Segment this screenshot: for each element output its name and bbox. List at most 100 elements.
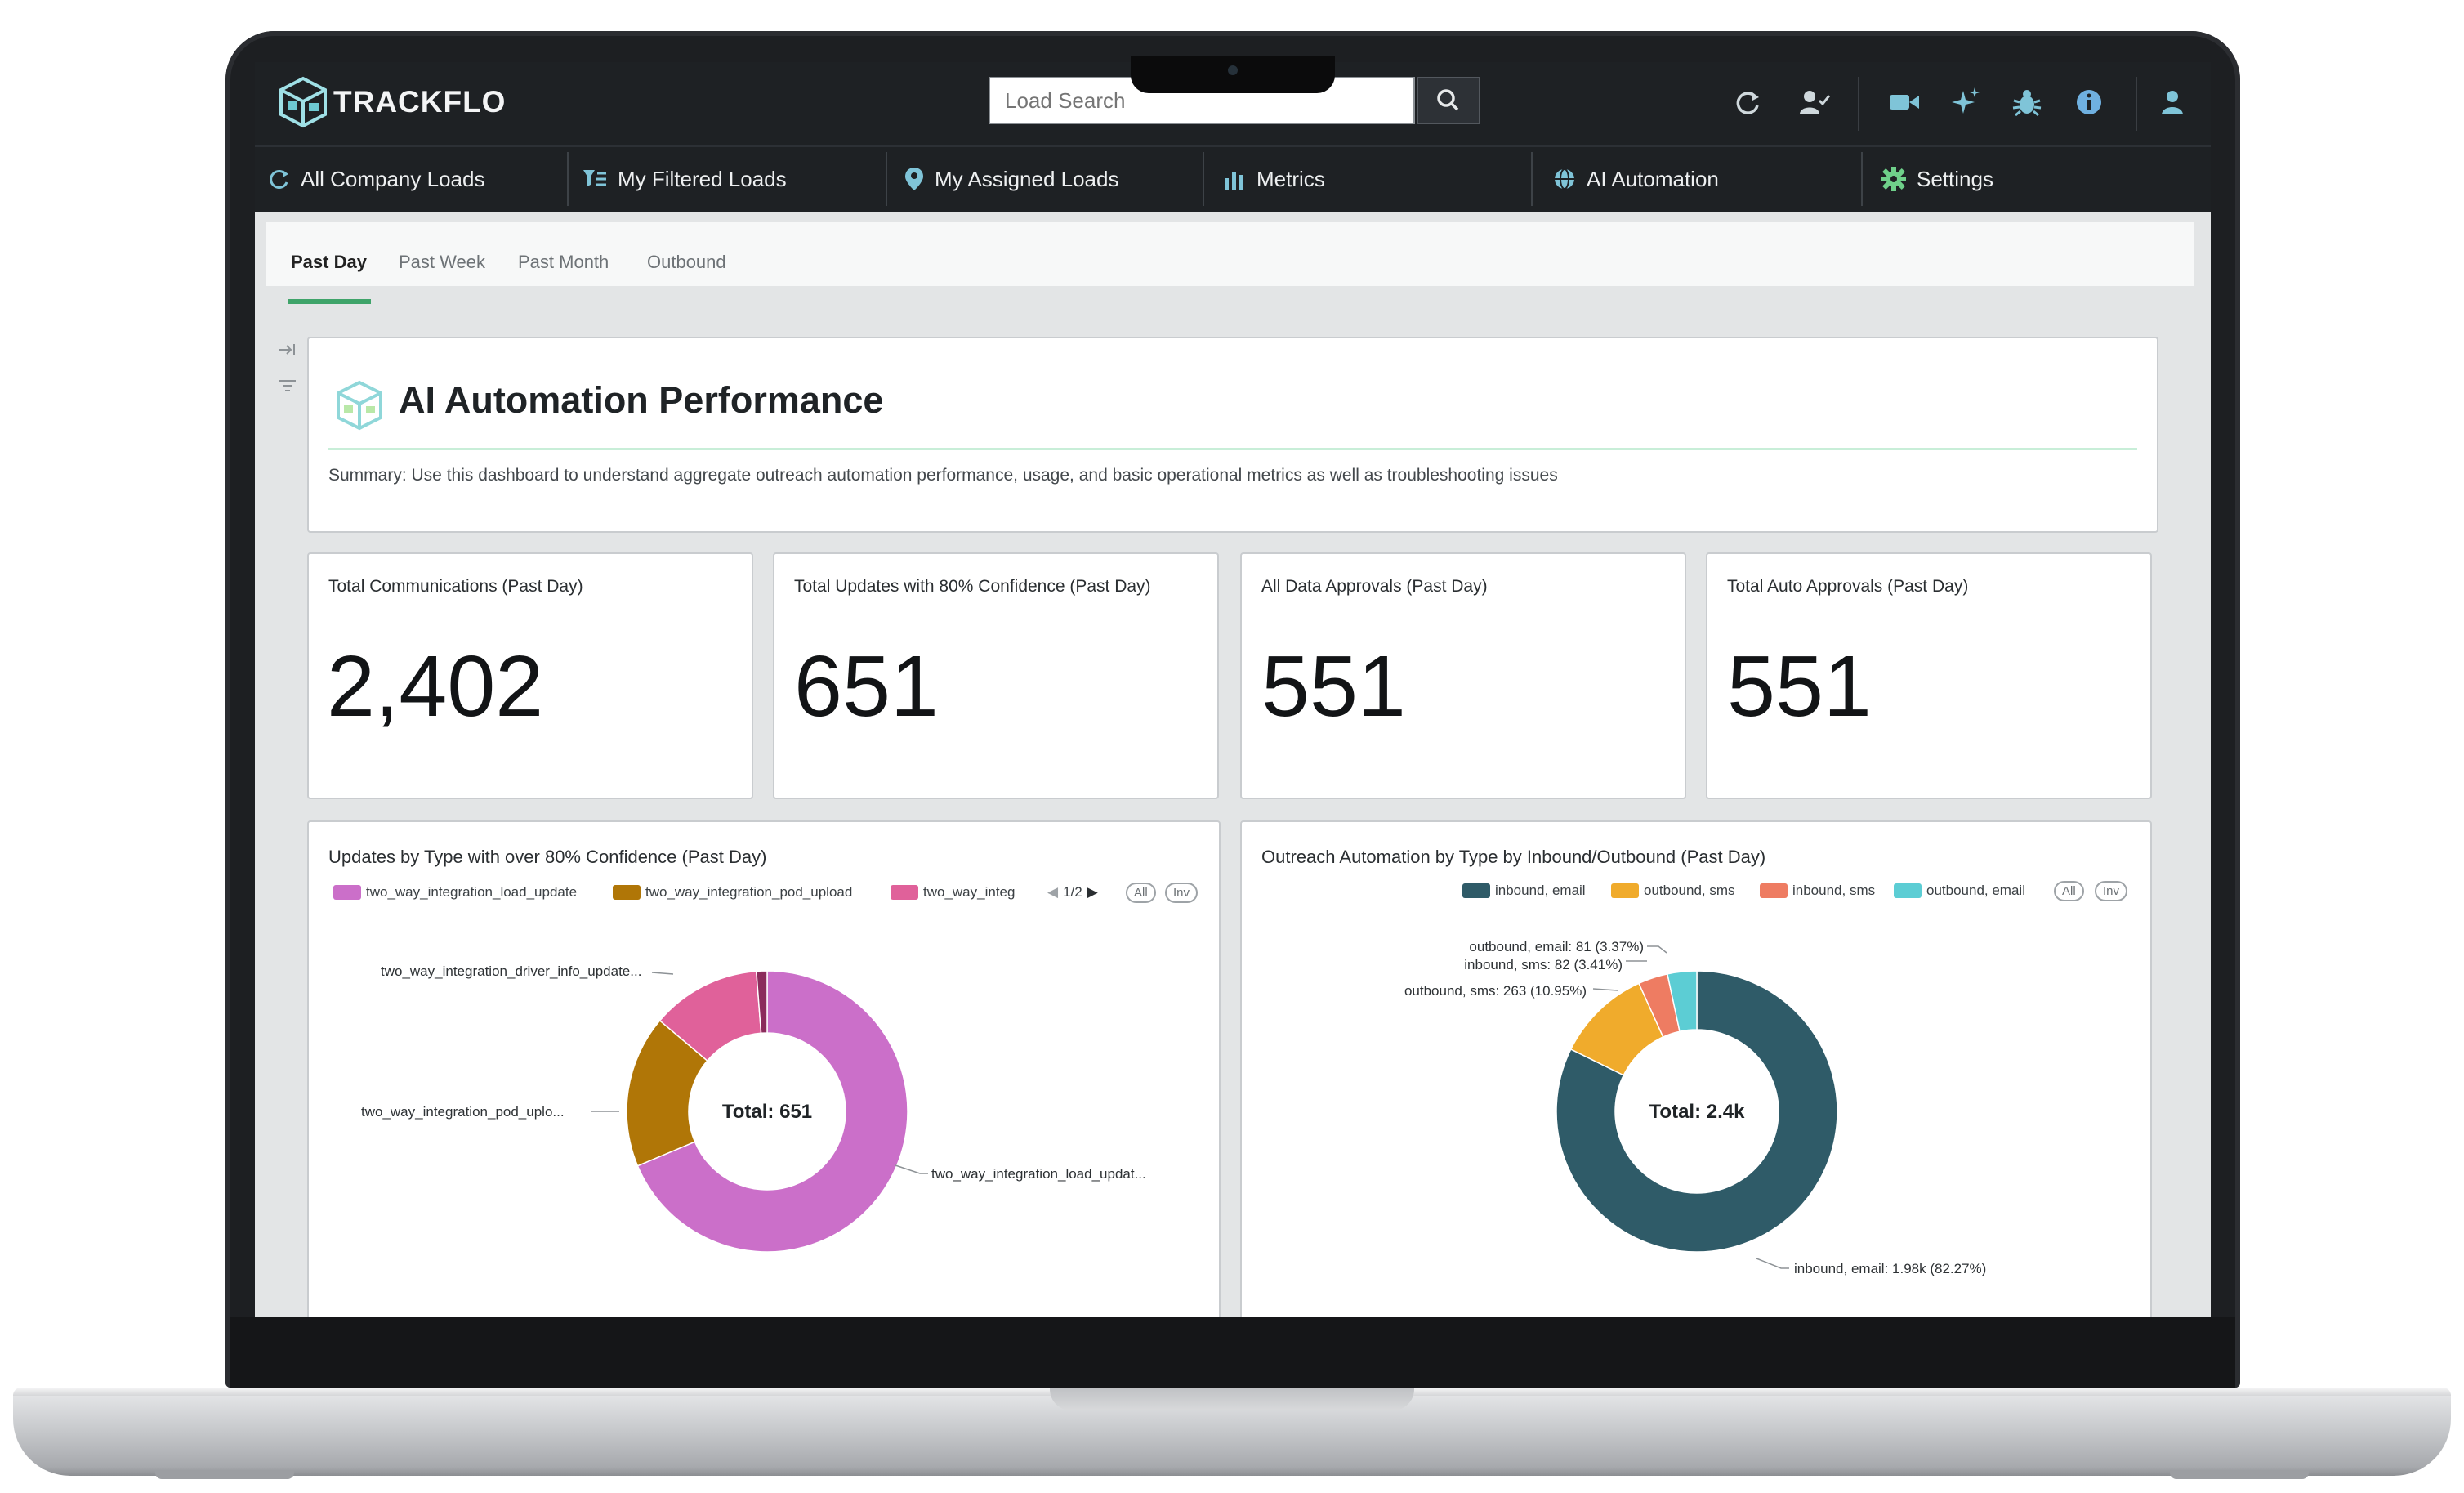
globe-icon [1555, 168, 1574, 190]
camera-icon [1228, 65, 1238, 75]
filter-list-icon [583, 170, 606, 186]
nav-settings[interactable]: Settings [1881, 145, 1993, 212]
search-icon [1437, 89, 1459, 111]
nav-divider [1531, 152, 1533, 206]
nav-ai-automation[interactable]: AI Automation [1552, 145, 1719, 212]
kpi-value: 2,402 [327, 638, 544, 735]
callout-line [1647, 945, 1667, 954]
kpi-value: 651 [794, 638, 939, 735]
nav-label: My Filtered Loads [618, 166, 787, 191]
panel-title: Updates by Type with over 80% Confidence… [328, 847, 767, 867]
legend-prev-icon[interactable]: ◀ [1047, 884, 1059, 900]
slice-callout-label: inbound, email: 1.98k (82.27%) [1794, 1261, 1986, 1276]
donut-slice[interactable] [755, 970, 768, 1035]
nav-my-assigned-loads[interactable]: My Assigned Loads [904, 145, 1118, 212]
legend-swatch [1462, 883, 1490, 898]
laptop-opening-groove [1050, 1388, 1414, 1410]
legend-swatch [333, 885, 361, 900]
legend-invert-button[interactable]: Inv [2095, 881, 2128, 901]
refresh-icon[interactable] [1725, 80, 1770, 124]
nav-divider [1203, 152, 1204, 206]
legend-invert-button[interactable]: Inv [1165, 883, 1199, 903]
refresh-loads-icon [270, 169, 288, 189]
legend-item[interactable]: two_way_integration_pod_upload [613, 884, 852, 901]
topbar-divider [2136, 77, 2137, 131]
tab-strip [266, 222, 2194, 286]
nav-metrics[interactable]: Metrics [1222, 145, 1325, 212]
legend-swatch [1760, 883, 1788, 898]
legend-label: outbound, email [1926, 883, 2025, 898]
kpi-label: All Data Approvals (Past Day) [1261, 577, 1488, 596]
nav-all-company-loads[interactable]: All Company Loads [266, 145, 484, 212]
slice-callout-label: two_way_integration_driver_info_update..… [381, 963, 641, 979]
nav-label: Settings [1917, 166, 1993, 191]
search-button[interactable] [1417, 77, 1480, 124]
panel-title: Outreach Automation by Type by Inbound/O… [1261, 847, 1766, 867]
legend-pager: ◀ 1/2 ▶ [1047, 884, 1098, 901]
video-icon[interactable] [1882, 80, 1926, 124]
donut-slice[interactable] [626, 1019, 708, 1167]
legend-swatch [1894, 883, 1922, 898]
legend-swatch [891, 885, 918, 900]
legend-item[interactable]: outbound, sms [1611, 883, 1735, 899]
donut-slice[interactable] [636, 970, 908, 1253]
tab-past-day[interactable]: Past Day [291, 252, 367, 272]
collapse-panel-icon[interactable] [276, 338, 299, 361]
legend-page: 1/2 [1063, 884, 1082, 900]
active-tab-indicator [288, 299, 371, 304]
tab-past-month[interactable]: Past Month [518, 252, 609, 272]
user-check-icon[interactable] [1792, 80, 1837, 124]
legend-item[interactable]: inbound, sms [1760, 883, 1875, 899]
updates-by-type-panel: Updates by Type with over 80% Confidence… [307, 820, 1221, 1317]
nav-divider [1861, 152, 1863, 206]
ai-automation-logo-icon [337, 380, 382, 431]
legend-swatch [1611, 883, 1639, 898]
tab-outbound[interactable]: Outbound [647, 252, 726, 272]
laptop-foot-right [2170, 1471, 2309, 1479]
kpi-value: 551 [1261, 638, 1406, 735]
legend-select-all-button[interactable]: All [2054, 881, 2084, 901]
callout-line [1756, 1258, 1789, 1269]
filter-icon[interactable] [276, 374, 299, 397]
kpi-card: Total Updates with 80% Confidence (Past … [773, 552, 1219, 799]
info-icon[interactable] [2067, 80, 2111, 124]
donut-center-label: Total: 651 [722, 1101, 812, 1123]
nav-divider [886, 152, 887, 206]
donut-slice[interactable] [1556, 970, 1838, 1253]
topbar-divider [1858, 77, 1859, 131]
dashboard-header-card: AI Automation Performance Summary: Use t… [307, 337, 2158, 533]
account-icon[interactable] [2150, 80, 2194, 124]
page-title: AI Automation Performance [399, 379, 884, 421]
outreach-donut-chart: Total: 2.4k outbound, email: 81 (3.37%) … [1404, 939, 1986, 1276]
kpi-card: Total Auto Approvals (Past Day) 551 [1706, 552, 2152, 799]
legend-item[interactable]: inbound, email [1462, 883, 1586, 899]
bar-chart-icon [1225, 172, 1243, 190]
kpi-card: All Data Approvals (Past Day) 551 [1240, 552, 1686, 799]
legend-next-icon[interactable]: ▶ [1087, 884, 1098, 900]
kpi-label: Total Updates with 80% Confidence (Past … [794, 577, 1151, 596]
updates-donut-chart: Total: 651 two_way_integration_driver_in… [361, 963, 1146, 1253]
donut-slice[interactable] [1666, 970, 1698, 1033]
slice-callout-label: two_way_integration_load_updat... [931, 1166, 1146, 1182]
legend-item[interactable]: outbound, email [1894, 883, 2025, 899]
bug-icon[interactable] [2005, 80, 2049, 124]
slice-callout-label: outbound, sms: 263 (10.95%) [1404, 983, 1587, 999]
legend-label: two_way_integ [923, 884, 1016, 900]
nav-my-filtered-loads[interactable]: My Filtered Loads [582, 145, 787, 212]
legend-item[interactable]: two_way_integration_load_update [333, 884, 577, 901]
legend-select-all-button[interactable]: All [1126, 883, 1156, 903]
nav-label: All Company Loads [301, 166, 485, 191]
tab-past-week[interactable]: Past Week [399, 252, 485, 272]
dashboard-summary: Summary: Use this dashboard to understan… [328, 466, 1558, 485]
sparkle-icon[interactable] [1943, 80, 1987, 124]
nav-label: AI Automation [1587, 166, 1719, 191]
nav-label: Metrics [1257, 166, 1325, 191]
nav-label: My Assigned Loads [935, 166, 1119, 191]
callout-line [651, 972, 674, 975]
donut-center-label: Total: 2.4k [1649, 1101, 1746, 1123]
legend-item[interactable]: two_way_integ [891, 884, 1015, 901]
slice-callout-label: two_way_integration_pod_uplo... [361, 1104, 565, 1120]
outreach-automation-panel: Outreach Automation by Type by Inbound/O… [1240, 820, 2152, 1317]
location-pin-icon [905, 168, 923, 190]
legend-label: outbound, sms [1644, 883, 1735, 898]
